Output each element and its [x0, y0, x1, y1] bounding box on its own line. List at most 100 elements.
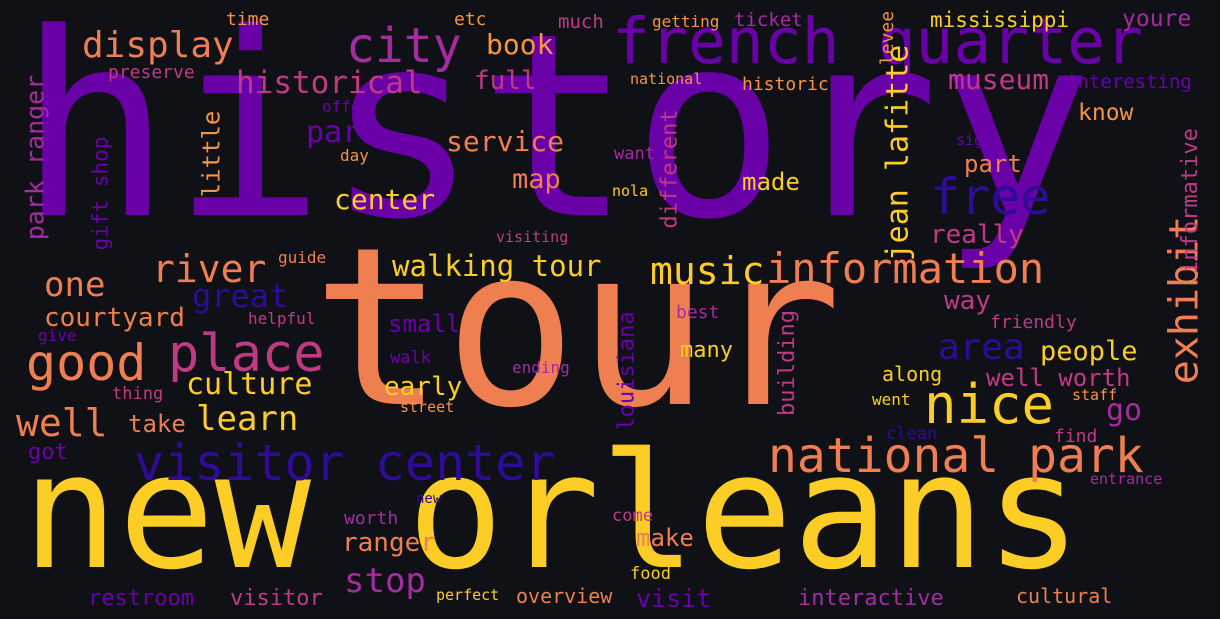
word-take: take — [128, 410, 186, 438]
word-louisiana: louisiana — [614, 311, 640, 431]
word-entrance: entrance — [1090, 470, 1163, 488]
word-make: make — [636, 524, 694, 552]
word-service: service — [446, 125, 565, 158]
word-well: well — [16, 401, 108, 445]
word-preserve: preserve — [108, 62, 195, 83]
word-music: music — [650, 249, 765, 293]
word-new-orleans: new orleans — [22, 418, 1082, 605]
word-come: come — [612, 506, 653, 526]
word-know: know — [1078, 100, 1134, 126]
word-nola: nola — [612, 182, 649, 200]
word-time: time — [226, 9, 270, 30]
word-history: history — [18, 0, 1093, 276]
word-along: along — [882, 362, 943, 386]
word-etc: etc — [454, 9, 487, 30]
word-park-ranger: park ranger — [20, 74, 50, 241]
word-national: national — [630, 70, 703, 88]
word-sign: sign — [956, 131, 993, 149]
word-offer: offer — [322, 97, 371, 116]
word-visit: visit — [636, 584, 712, 613]
word-levee: levee — [877, 10, 899, 66]
word-city: city — [346, 18, 462, 74]
word-courtyard: courtyard — [44, 303, 185, 333]
word-really: really — [930, 220, 1024, 250]
word-french-quarter: french quarter — [612, 5, 1144, 78]
word-interesting: interesting — [1066, 71, 1192, 93]
word-little: little — [197, 110, 226, 198]
word-guide: guide — [278, 248, 327, 267]
word-place: place — [168, 324, 325, 384]
word-museum: museum — [948, 63, 1050, 96]
word-new: new — [416, 491, 442, 507]
word-part: part — [964, 150, 1022, 178]
word-tour: tour — [312, 200, 842, 456]
word-much: much — [558, 11, 604, 33]
word-day: day — [340, 146, 369, 165]
word-walking-tour: walking tour — [392, 249, 602, 283]
word-jean-lafitte: jean lafitte — [880, 44, 916, 262]
word-gift-shop: gift shop — [88, 136, 113, 251]
word-nice: nice — [924, 373, 1055, 436]
word-river: river — [152, 247, 267, 291]
word-display: display — [82, 25, 234, 66]
word-ending: ending — [512, 358, 570, 377]
word-overview: overview — [516, 584, 613, 608]
word-cultural: cultural — [1016, 584, 1113, 608]
word-map: map — [512, 164, 561, 195]
word-clean: clean — [886, 424, 938, 444]
word-made: made — [742, 168, 800, 196]
word-getting: getting — [652, 12, 720, 31]
word-worth: worth — [344, 508, 399, 529]
word-book: book — [486, 28, 554, 61]
word-different: different — [657, 109, 683, 229]
word-full: full — [474, 66, 537, 96]
word-center: center — [334, 183, 436, 216]
word-one: one — [44, 265, 106, 305]
word-interactive: interactive — [798, 586, 944, 611]
word-well-worth: well worth — [986, 364, 1131, 392]
word-visitor-center: visitor center — [134, 434, 556, 492]
word-area: area — [938, 327, 1025, 368]
word-went: went — [872, 390, 911, 409]
word-culture: culture — [186, 367, 313, 402]
word-thing: thing — [112, 384, 164, 404]
word-early: early — [384, 372, 463, 402]
word-stop: stop — [344, 561, 426, 601]
word-best: best — [676, 302, 720, 323]
word-small: small — [388, 310, 461, 338]
word-many: many — [680, 338, 733, 363]
word-give: give — [38, 326, 77, 345]
word-mississippi: mississippi — [930, 8, 1070, 32]
word-building: building — [774, 310, 800, 416]
word-informative: informative — [1177, 128, 1203, 274]
word-historical: historical — [236, 65, 423, 101]
word-go: go — [1106, 393, 1143, 428]
word-good: good — [26, 334, 147, 392]
word-visitor: visitor — [230, 586, 323, 611]
word-free: free — [930, 168, 1051, 226]
word-food: food — [630, 564, 671, 584]
word-restroom: restroom — [88, 586, 194, 611]
word-perfect: perfect — [436, 586, 500, 604]
word-ranger: ranger — [342, 528, 436, 558]
word-park: park — [306, 115, 379, 150]
word-friendly: friendly — [990, 312, 1077, 333]
word-want: want — [614, 144, 655, 164]
word-historic: historic — [742, 74, 829, 95]
word-way: way — [944, 286, 991, 316]
word-people: people — [1040, 336, 1138, 367]
word-find: find — [1054, 426, 1098, 447]
word-ticket: ticket — [734, 9, 803, 31]
word-great: great — [192, 277, 289, 315]
word-got: got — [28, 440, 68, 465]
word-staff: staff — [1072, 386, 1118, 404]
word-youre: youre — [1122, 6, 1192, 32]
word-street: street — [400, 398, 455, 416]
word-information: information — [766, 244, 1045, 293]
word-visiting: visiting — [496, 228, 569, 246]
word-national-park: national park — [768, 428, 1144, 484]
word-learn: learn — [196, 399, 299, 439]
word-helpful: helpful — [248, 309, 316, 328]
word-walk: walk — [390, 348, 431, 368]
